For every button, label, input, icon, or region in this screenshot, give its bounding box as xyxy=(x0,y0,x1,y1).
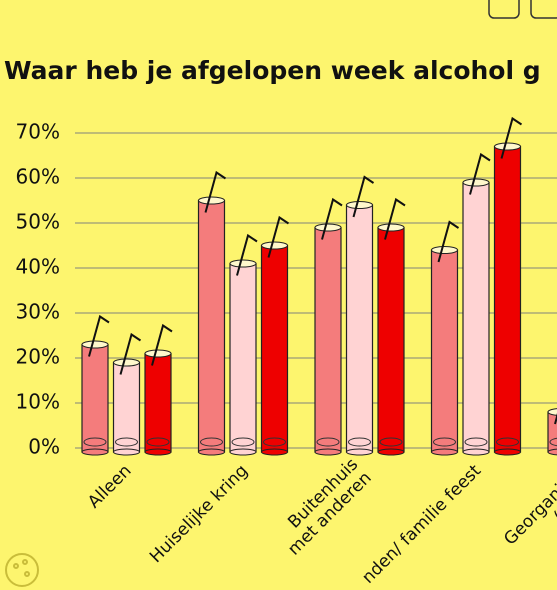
bar xyxy=(114,363,140,453)
y-tick-label: 60% xyxy=(16,165,60,189)
glass-base xyxy=(82,449,108,455)
glass-top xyxy=(114,359,140,366)
glass-base xyxy=(495,449,521,455)
glass xyxy=(199,173,226,456)
glass-base xyxy=(378,449,404,455)
glass-base xyxy=(347,449,373,455)
bar xyxy=(378,228,404,453)
glass-base xyxy=(199,449,225,455)
y-tick-label: 0% xyxy=(28,435,60,459)
y-tick-label: 50% xyxy=(16,210,60,234)
bar xyxy=(347,205,373,452)
glass-top xyxy=(199,197,225,204)
glass xyxy=(495,119,522,456)
glass-base xyxy=(145,449,171,455)
glass-top xyxy=(432,247,458,254)
chart-title: Waar heb je afgelopen week alcohol g xyxy=(4,56,541,85)
glass xyxy=(230,236,257,456)
bar xyxy=(262,246,288,453)
y-tick-label: 20% xyxy=(16,345,60,369)
glass-base xyxy=(114,449,140,455)
glass-base xyxy=(548,449,557,455)
glass-base xyxy=(230,449,256,455)
bar xyxy=(230,264,256,453)
y-tick-label: 40% xyxy=(16,255,60,279)
page: Waar heb je afgelopen week alcohol g 0% 1… xyxy=(0,0,557,590)
glass-top xyxy=(315,224,341,231)
glass-top xyxy=(378,224,404,231)
glass xyxy=(315,200,342,456)
bar xyxy=(463,183,489,453)
glass-top xyxy=(495,143,521,150)
glass-top xyxy=(347,202,373,209)
y-tick-label: 30% xyxy=(16,300,60,324)
bar xyxy=(145,354,171,453)
glass-base xyxy=(315,449,341,455)
glass-base xyxy=(432,449,458,455)
glass-top xyxy=(82,341,108,348)
glass-top xyxy=(262,242,288,249)
y-tick-label: 10% xyxy=(16,390,60,414)
glass-top xyxy=(145,350,171,357)
glass xyxy=(347,177,374,455)
glass xyxy=(463,155,490,456)
y-tick-label: 70% xyxy=(16,120,60,144)
glass xyxy=(432,222,459,455)
bar xyxy=(199,201,225,453)
glass-base xyxy=(463,449,489,455)
glass xyxy=(262,218,289,456)
glass-base xyxy=(262,449,288,455)
glass xyxy=(378,200,405,456)
bar xyxy=(432,250,458,452)
bar xyxy=(82,345,108,453)
bar xyxy=(315,228,341,453)
glass-top xyxy=(463,179,489,186)
glass-top xyxy=(230,260,256,267)
chart: Waar heb je afgelopen week alcohol g 0% 1… xyxy=(0,0,557,590)
bar xyxy=(495,147,521,453)
